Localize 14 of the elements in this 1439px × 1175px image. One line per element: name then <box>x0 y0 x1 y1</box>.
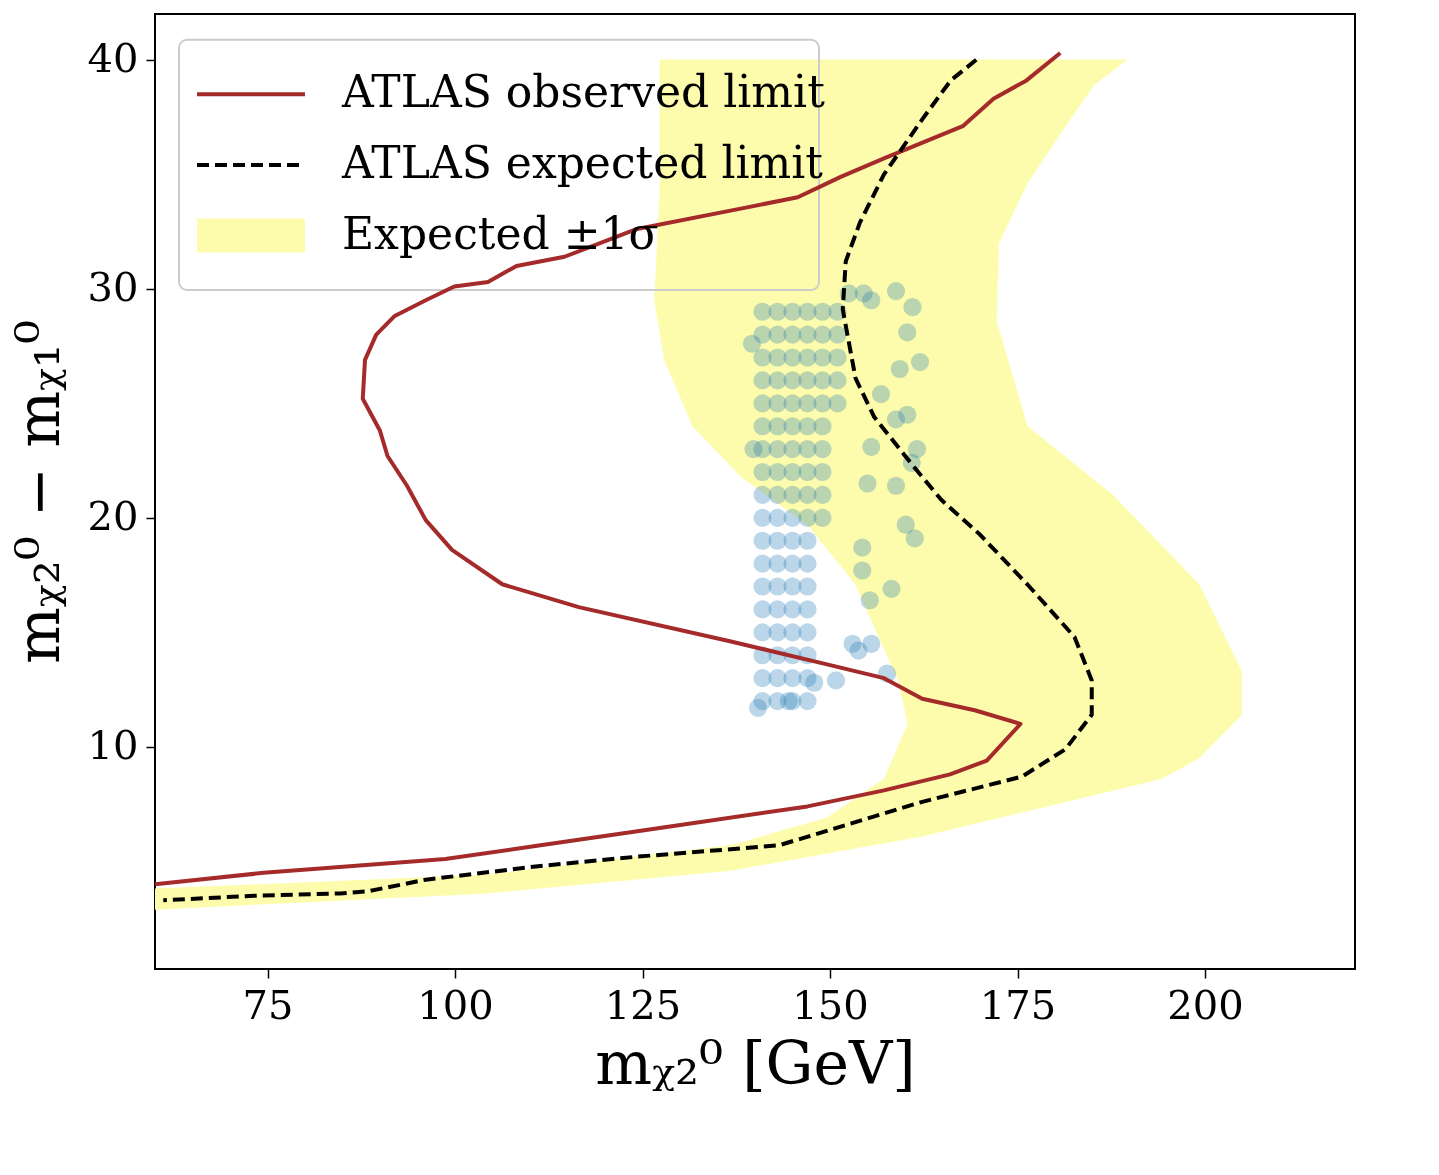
y-axis-title: mᵪ₂⁰ − mᵪ₁⁰ <box>2 319 73 665</box>
y-tick-label: 30 <box>87 264 139 311</box>
x-tick-label: 75 <box>242 981 294 1028</box>
legend-label: ATLAS expected limit <box>341 136 824 188</box>
x-tick-label: 125 <box>604 981 682 1028</box>
y-tick-label: 10 <box>87 722 139 769</box>
y-tick-label: 20 <box>87 493 139 540</box>
x-tick-label: 150 <box>792 981 869 1028</box>
y-tick-label: 40 <box>87 35 139 82</box>
x-tick-label: 200 <box>1167 981 1244 1028</box>
x-tick-label: 100 <box>417 981 494 1028</box>
legend-label: ATLAS observed limit <box>341 66 826 118</box>
x-axis-title: mᵪ₂⁰ [GeV] <box>595 1027 916 1098</box>
x-tick-label: 175 <box>979 981 1057 1028</box>
